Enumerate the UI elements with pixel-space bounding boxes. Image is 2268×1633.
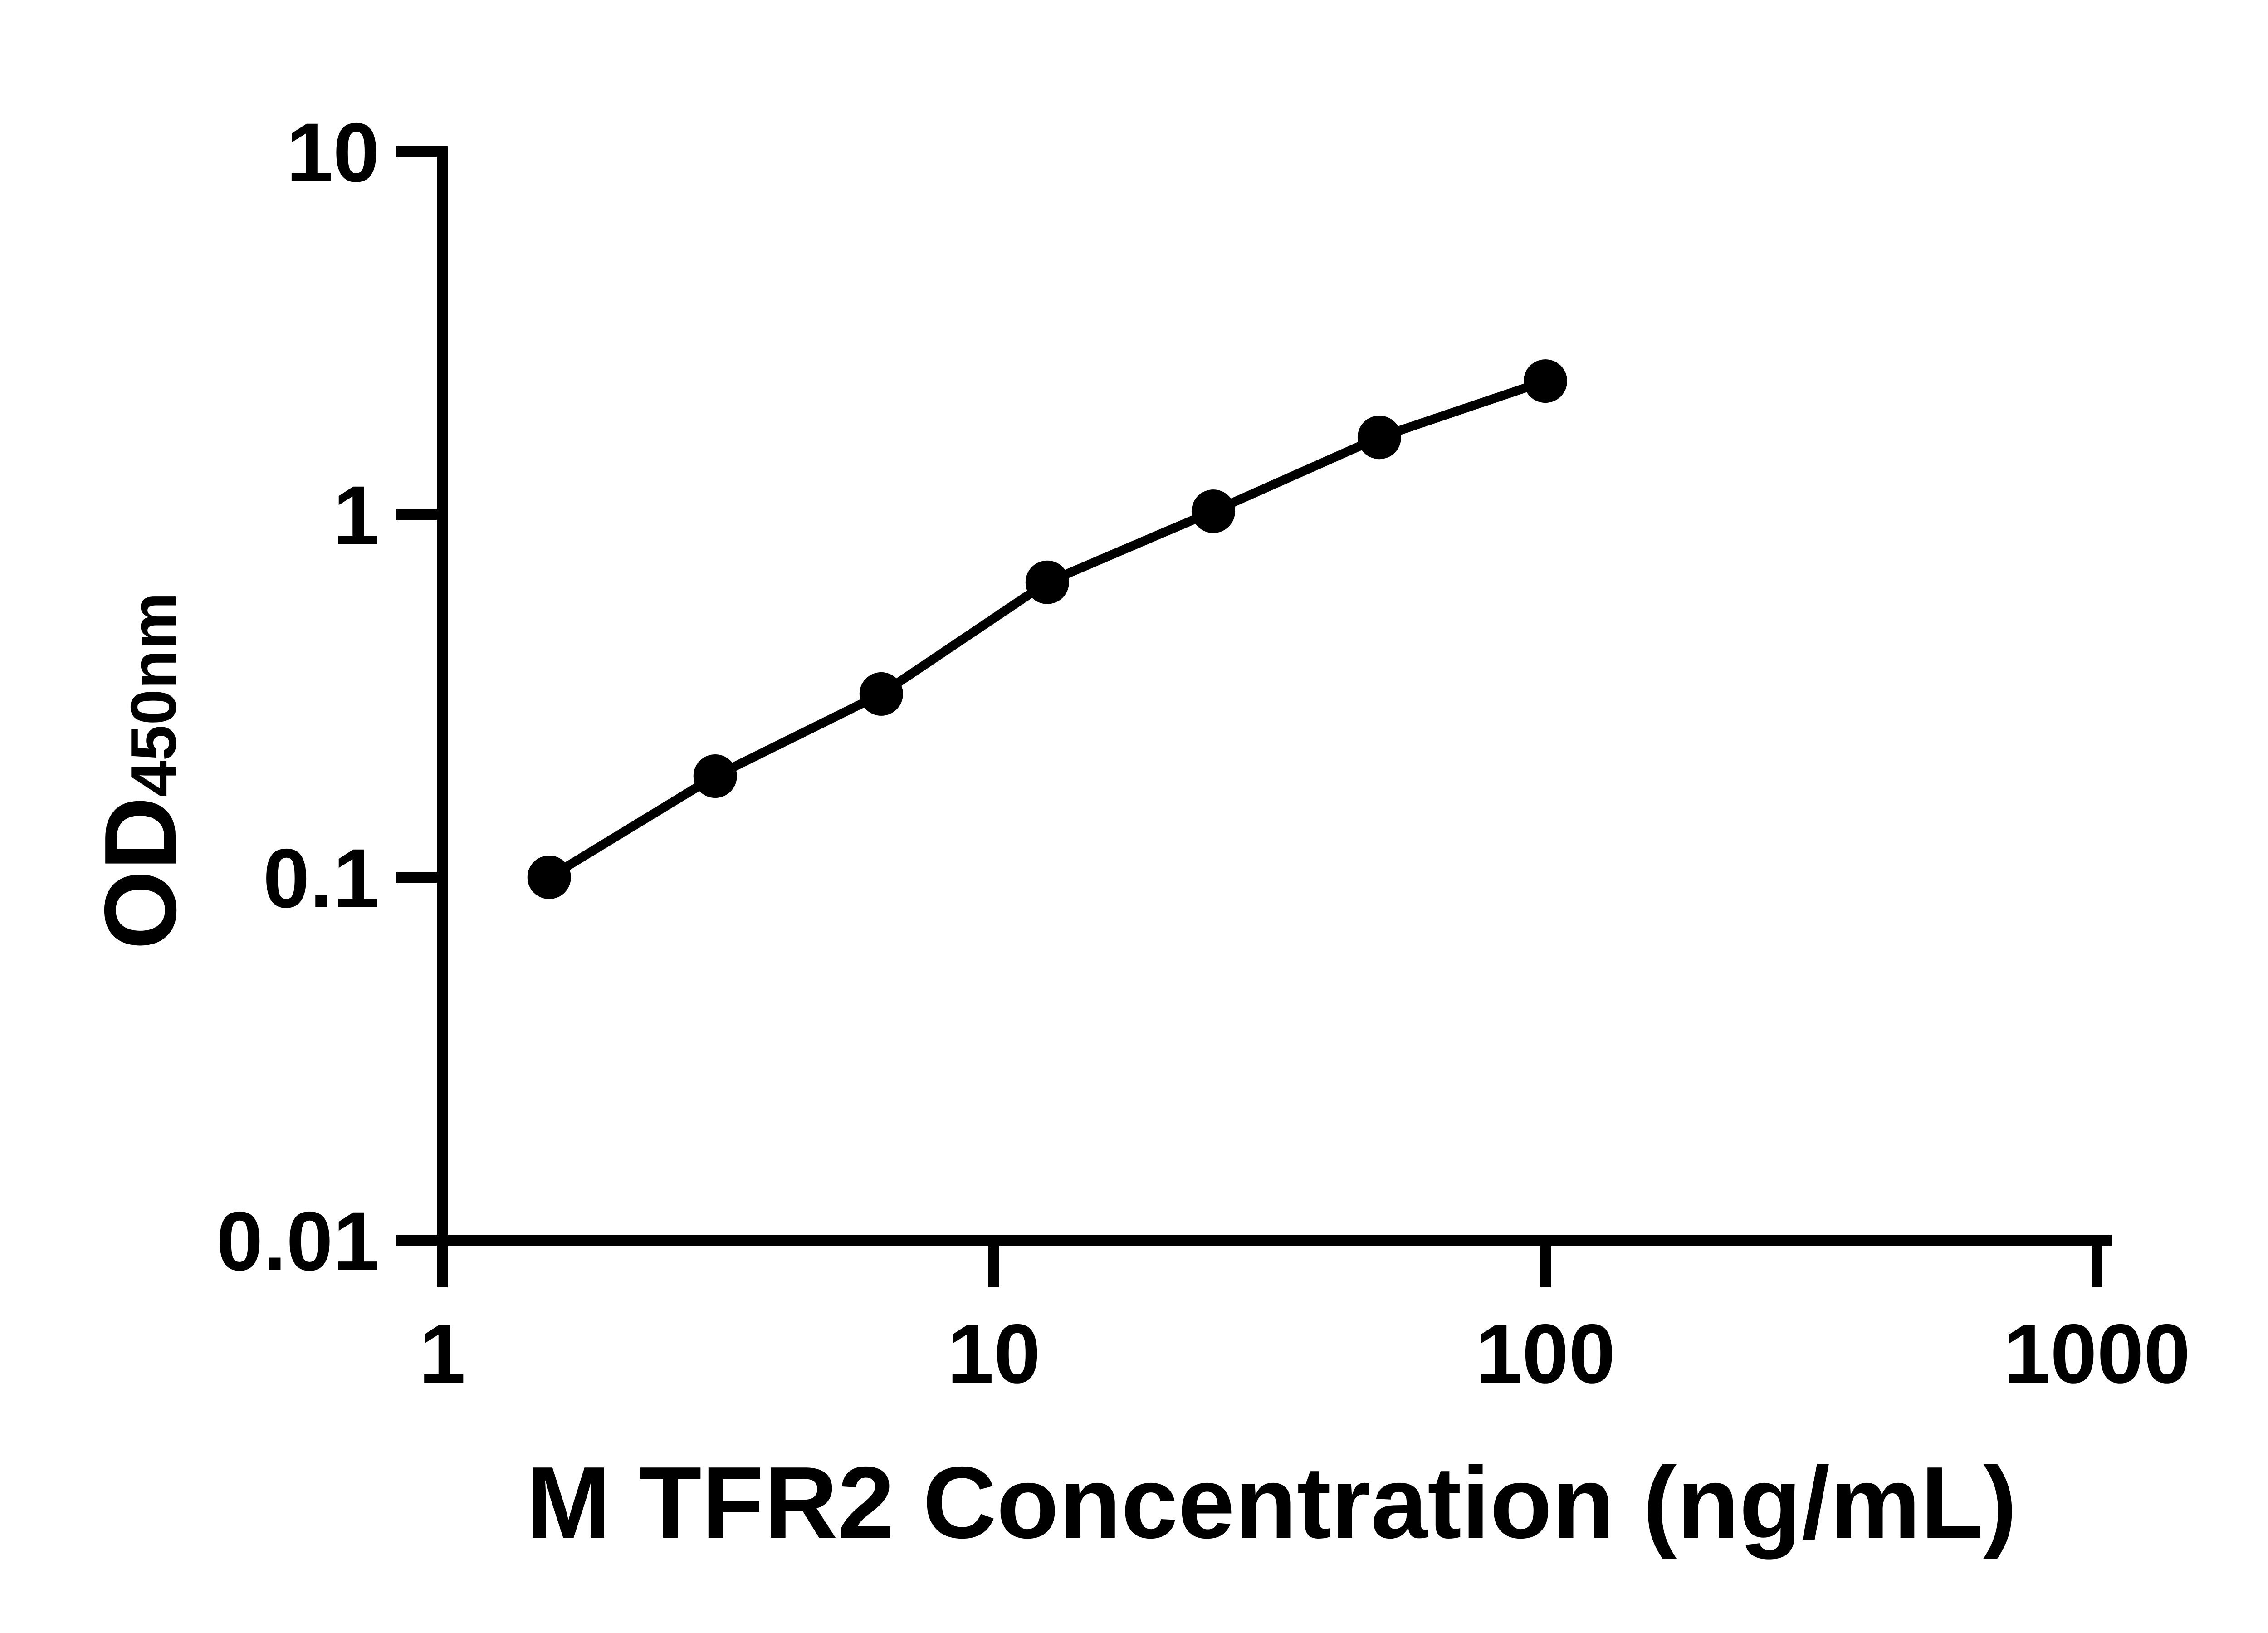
tick-marks-group [396, 146, 2102, 1287]
y-axis-title-main: OD [83, 797, 197, 950]
x-axis-title: M TFR2 Concentration (ng/mL) [526, 1445, 2017, 1560]
y-tick-label-1: 1 [333, 469, 380, 562]
x-tick-label-1: 1 [419, 1307, 466, 1401]
y-tick-label-0.1: 0.1 [263, 832, 380, 925]
data-series-group [527, 359, 1567, 899]
standard-curve-line [547, 376, 1547, 881]
y-tick-label-10: 10 [286, 106, 380, 200]
y-axis-title-subscript: 450nm [117, 592, 190, 797]
y-axis-title: OD450nm [83, 592, 197, 949]
tick-labels-group: 10 1 0.1 0.01 1 10 100 1000 [216, 106, 2190, 1401]
data-point-100ng-ml [1524, 359, 1567, 403]
x-tick-label-10: 10 [947, 1307, 1041, 1401]
data-point-50ng-ml [1357, 416, 1401, 460]
data-point-3.125ng-ml [693, 754, 737, 798]
x-tick-label-100: 100 [1476, 1307, 1616, 1401]
data-point-1.5625ng-ml [527, 856, 571, 899]
data-point-6.25ng-ml [859, 672, 903, 716]
y-tick-label-0.01: 0.01 [216, 1195, 380, 1288]
x-tick-label-1000: 1000 [2004, 1307, 2190, 1401]
data-point-12.5ng-ml [1025, 560, 1069, 604]
data-point-25ng-ml [1191, 489, 1235, 533]
